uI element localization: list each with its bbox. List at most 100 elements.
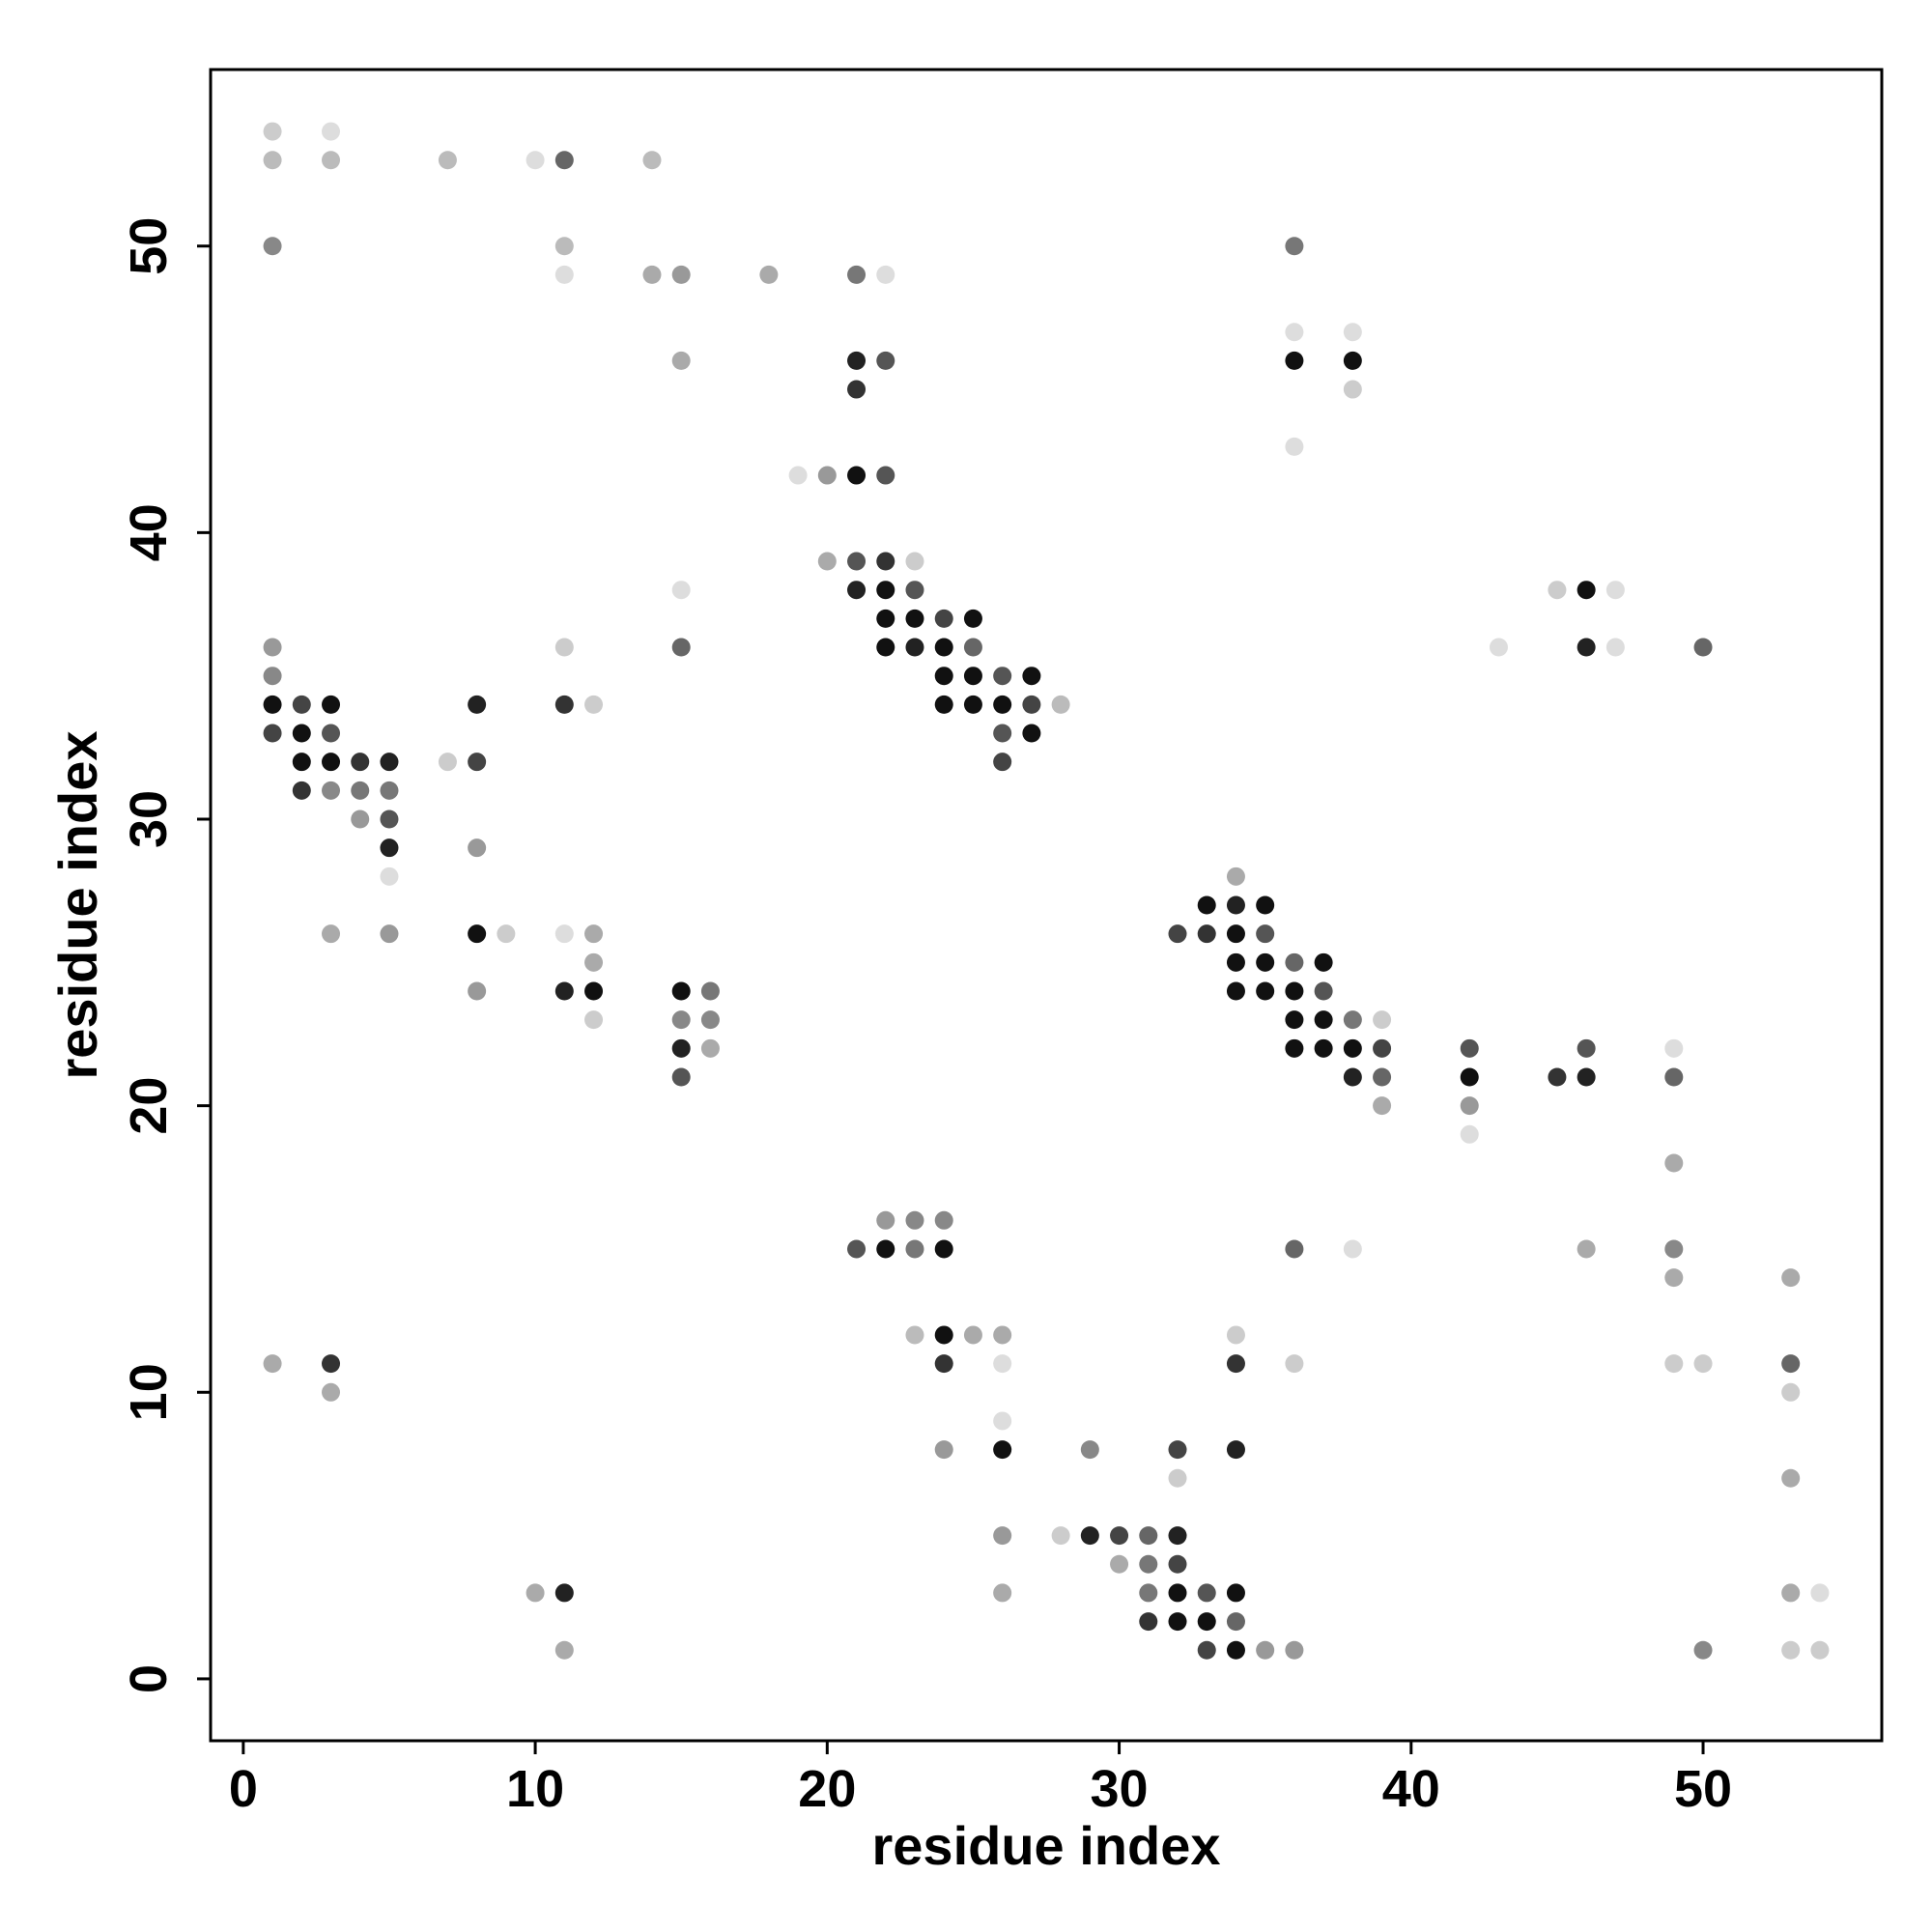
point (1489, 638, 1508, 657)
point (1664, 1067, 1684, 1087)
point (1343, 1067, 1362, 1087)
point (788, 466, 808, 485)
point (380, 810, 399, 829)
point (1168, 1468, 1187, 1488)
point (934, 1354, 953, 1374)
point (963, 1325, 982, 1345)
point (584, 952, 604, 972)
y-tick-label: 10 (120, 1363, 178, 1421)
point (380, 924, 399, 944)
point (468, 753, 487, 772)
point (1110, 1554, 1129, 1574)
point (905, 1325, 924, 1345)
point (1605, 581, 1625, 600)
point (700, 981, 720, 1001)
point (1168, 1583, 1187, 1603)
point (1664, 1354, 1684, 1374)
y-tick-label: 0 (120, 1664, 178, 1693)
x-axis-title: residue index (871, 1815, 1220, 1876)
point (759, 265, 779, 284)
point (1285, 351, 1304, 370)
point (1285, 237, 1304, 256)
point (905, 1239, 924, 1259)
point (1314, 981, 1333, 1001)
point (1343, 380, 1362, 399)
point (700, 1010, 720, 1030)
y-tick-label: 50 (120, 217, 178, 275)
point (1664, 1038, 1684, 1058)
point (934, 667, 953, 686)
point (1226, 1583, 1245, 1603)
point (438, 753, 457, 772)
point (322, 1382, 341, 1402)
point (671, 638, 691, 657)
x-tick-label: 10 (506, 1760, 564, 1818)
point (554, 265, 574, 284)
point (671, 1010, 691, 1030)
point (876, 351, 895, 370)
point (1693, 1640, 1713, 1660)
point (1548, 581, 1567, 600)
point (1285, 1038, 1304, 1058)
point (292, 753, 311, 772)
point (934, 609, 953, 628)
point (263, 638, 282, 657)
point (351, 753, 370, 772)
point (934, 638, 953, 657)
point (1577, 638, 1596, 657)
point (963, 695, 982, 714)
point (847, 552, 867, 571)
point (847, 1239, 867, 1259)
point (876, 265, 895, 284)
y-axis-title: residue index (47, 730, 108, 1079)
point (263, 1354, 282, 1374)
point (1460, 1096, 1479, 1116)
point (351, 810, 370, 829)
point (993, 1354, 1012, 1374)
point (993, 695, 1012, 714)
point (1168, 1554, 1187, 1574)
point (1226, 1354, 1245, 1374)
point (322, 781, 341, 800)
point (642, 265, 662, 284)
point (292, 781, 311, 800)
point (554, 1640, 574, 1660)
point (671, 581, 691, 600)
point (876, 1239, 895, 1259)
point (1226, 867, 1245, 886)
point (1256, 952, 1275, 972)
point (1197, 895, 1216, 915)
point (876, 1210, 895, 1230)
point (1577, 1067, 1596, 1087)
point (1256, 1640, 1275, 1660)
point (1781, 1354, 1801, 1374)
point (1373, 1038, 1392, 1058)
point (1197, 1612, 1216, 1632)
point (1577, 581, 1596, 600)
point (554, 695, 574, 714)
point (817, 552, 837, 571)
point (905, 552, 924, 571)
point (1343, 323, 1362, 342)
point (263, 122, 282, 141)
point (263, 724, 282, 743)
point (263, 695, 282, 714)
point (934, 1239, 953, 1259)
point (554, 1583, 574, 1603)
point (1139, 1554, 1158, 1574)
point (1314, 952, 1333, 972)
point (1285, 952, 1304, 972)
point (1781, 1468, 1801, 1488)
point (497, 924, 516, 944)
point (1664, 1239, 1684, 1259)
point (263, 151, 282, 170)
point (905, 581, 924, 600)
point (1373, 1010, 1392, 1030)
point (1285, 1239, 1304, 1259)
x-tick-label: 40 (1382, 1760, 1440, 1818)
point (1168, 924, 1187, 944)
point (1460, 1067, 1479, 1087)
point (554, 237, 574, 256)
